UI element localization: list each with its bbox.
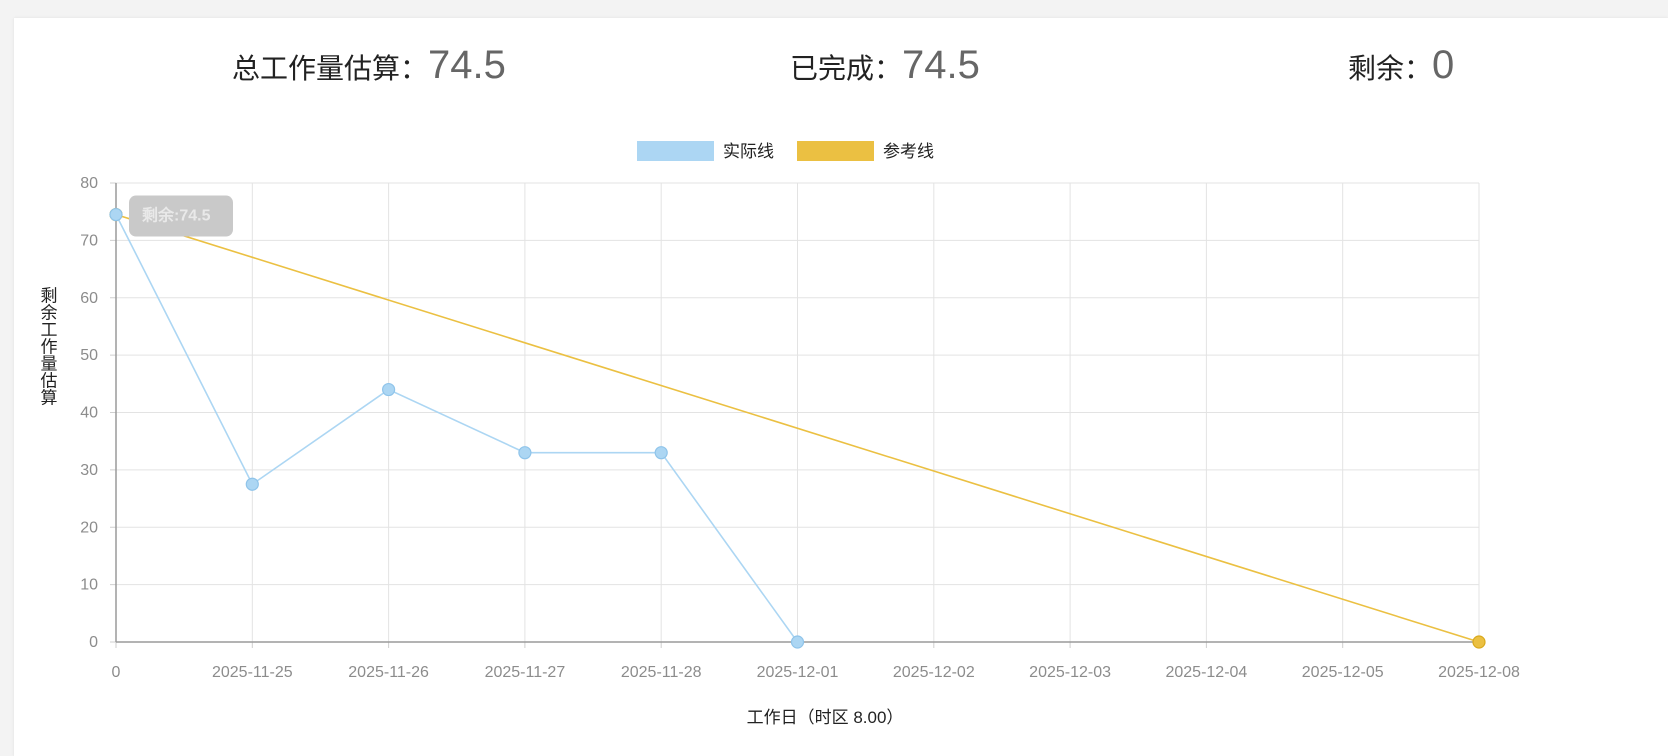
x-tick-label: 2025-12-01 — [757, 664, 839, 681]
data-point[interactable] — [109, 207, 123, 222]
series-line — [115, 213, 1480, 643]
data-point[interactable] — [245, 477, 259, 491]
legend-swatch[interactable] — [797, 141, 874, 161]
data-point[interactable] — [518, 446, 532, 460]
x-tick-label: 2025-12-04 — [1165, 664, 1247, 681]
x-tick-label: 0 — [112, 664, 121, 681]
y-tick-label: 60 — [80, 290, 98, 307]
y-tick-label: 50 — [80, 347, 98, 364]
legend[interactable]: 实际线 参考线 — [637, 141, 934, 161]
grid-lines — [115, 182, 1480, 643]
remaining-label: 剩余： — [1348, 52, 1433, 85]
legend-label[interactable]: 参考线 — [883, 142, 934, 161]
tooltip: 剩余:74.5 — [129, 195, 233, 237]
data-point[interactable] — [382, 382, 396, 397]
x-tick-label: 2025-12-03 — [1029, 664, 1111, 681]
y-tick-label: 40 — [80, 405, 98, 422]
data-point[interactable] — [1472, 635, 1486, 649]
remaining-value: 0 — [1432, 43, 1455, 87]
y-tick-label: 10 — [80, 577, 98, 594]
data-point[interactable] — [790, 635, 805, 649]
x-tick-label: 2025-11-28 — [621, 664, 702, 681]
completed-stat: 已完成： 74.5 — [790, 43, 980, 97]
completed-label: 已完成： — [790, 52, 903, 85]
legend-label[interactable]: 实际线 — [723, 142, 774, 161]
x-tick-label: 2025-12-08 — [1438, 664, 1520, 681]
x-axis-title: 工作日（时区 8.00） — [747, 708, 904, 727]
y-tick-label: 30 — [80, 462, 98, 479]
y-tick-label: 70 — [80, 232, 98, 249]
x-tick-label: 2025-11-25 — [212, 664, 293, 681]
y-axis-title: 剩余工作量估算 — [38, 286, 58, 405]
y-tick-label: 80 — [80, 175, 98, 192]
burndown-chart: 0 10 20 30 40 50 60 70 80 0 2025-11-25 2025-11-26 20… — [38, 141, 1520, 727]
y-tick-label: 20 — [80, 519, 98, 536]
axes: 0 10 20 30 40 50 60 70 80 0 2025-11-25 2025-11-26 20… — [80, 175, 1520, 681]
series-line — [115, 214, 799, 643]
x-tick-label: 2025-11-26 — [348, 664, 429, 681]
completed-value: 74.5 — [902, 43, 980, 87]
x-tick-label: 2025-11-27 — [485, 664, 566, 681]
data-point[interactable] — [654, 446, 668, 460]
burndown-card: 总工作量估算： 74.5 已完成： 74.5 剩余： 0 0 10 20 30 40 50… — [14, 18, 1668, 756]
x-tick-label: 2025-12-02 — [893, 664, 975, 681]
total-estimate-label: 总工作量估算： — [232, 52, 429, 85]
total-estimate-stat: 总工作量估算： 74.5 — [232, 43, 506, 97]
tooltip-box — [129, 195, 233, 237]
tooltip-text: 剩余:74.5 — [142, 206, 211, 225]
total-estimate-value: 74.5 — [428, 43, 506, 87]
remaining-stat: 剩余： 0 — [1348, 43, 1454, 97]
y-tick-label: 0 — [89, 634, 98, 651]
series — [109, 207, 1486, 649]
x-tick-label: 2025-12-05 — [1302, 664, 1384, 681]
legend-swatch[interactable] — [637, 141, 714, 161]
